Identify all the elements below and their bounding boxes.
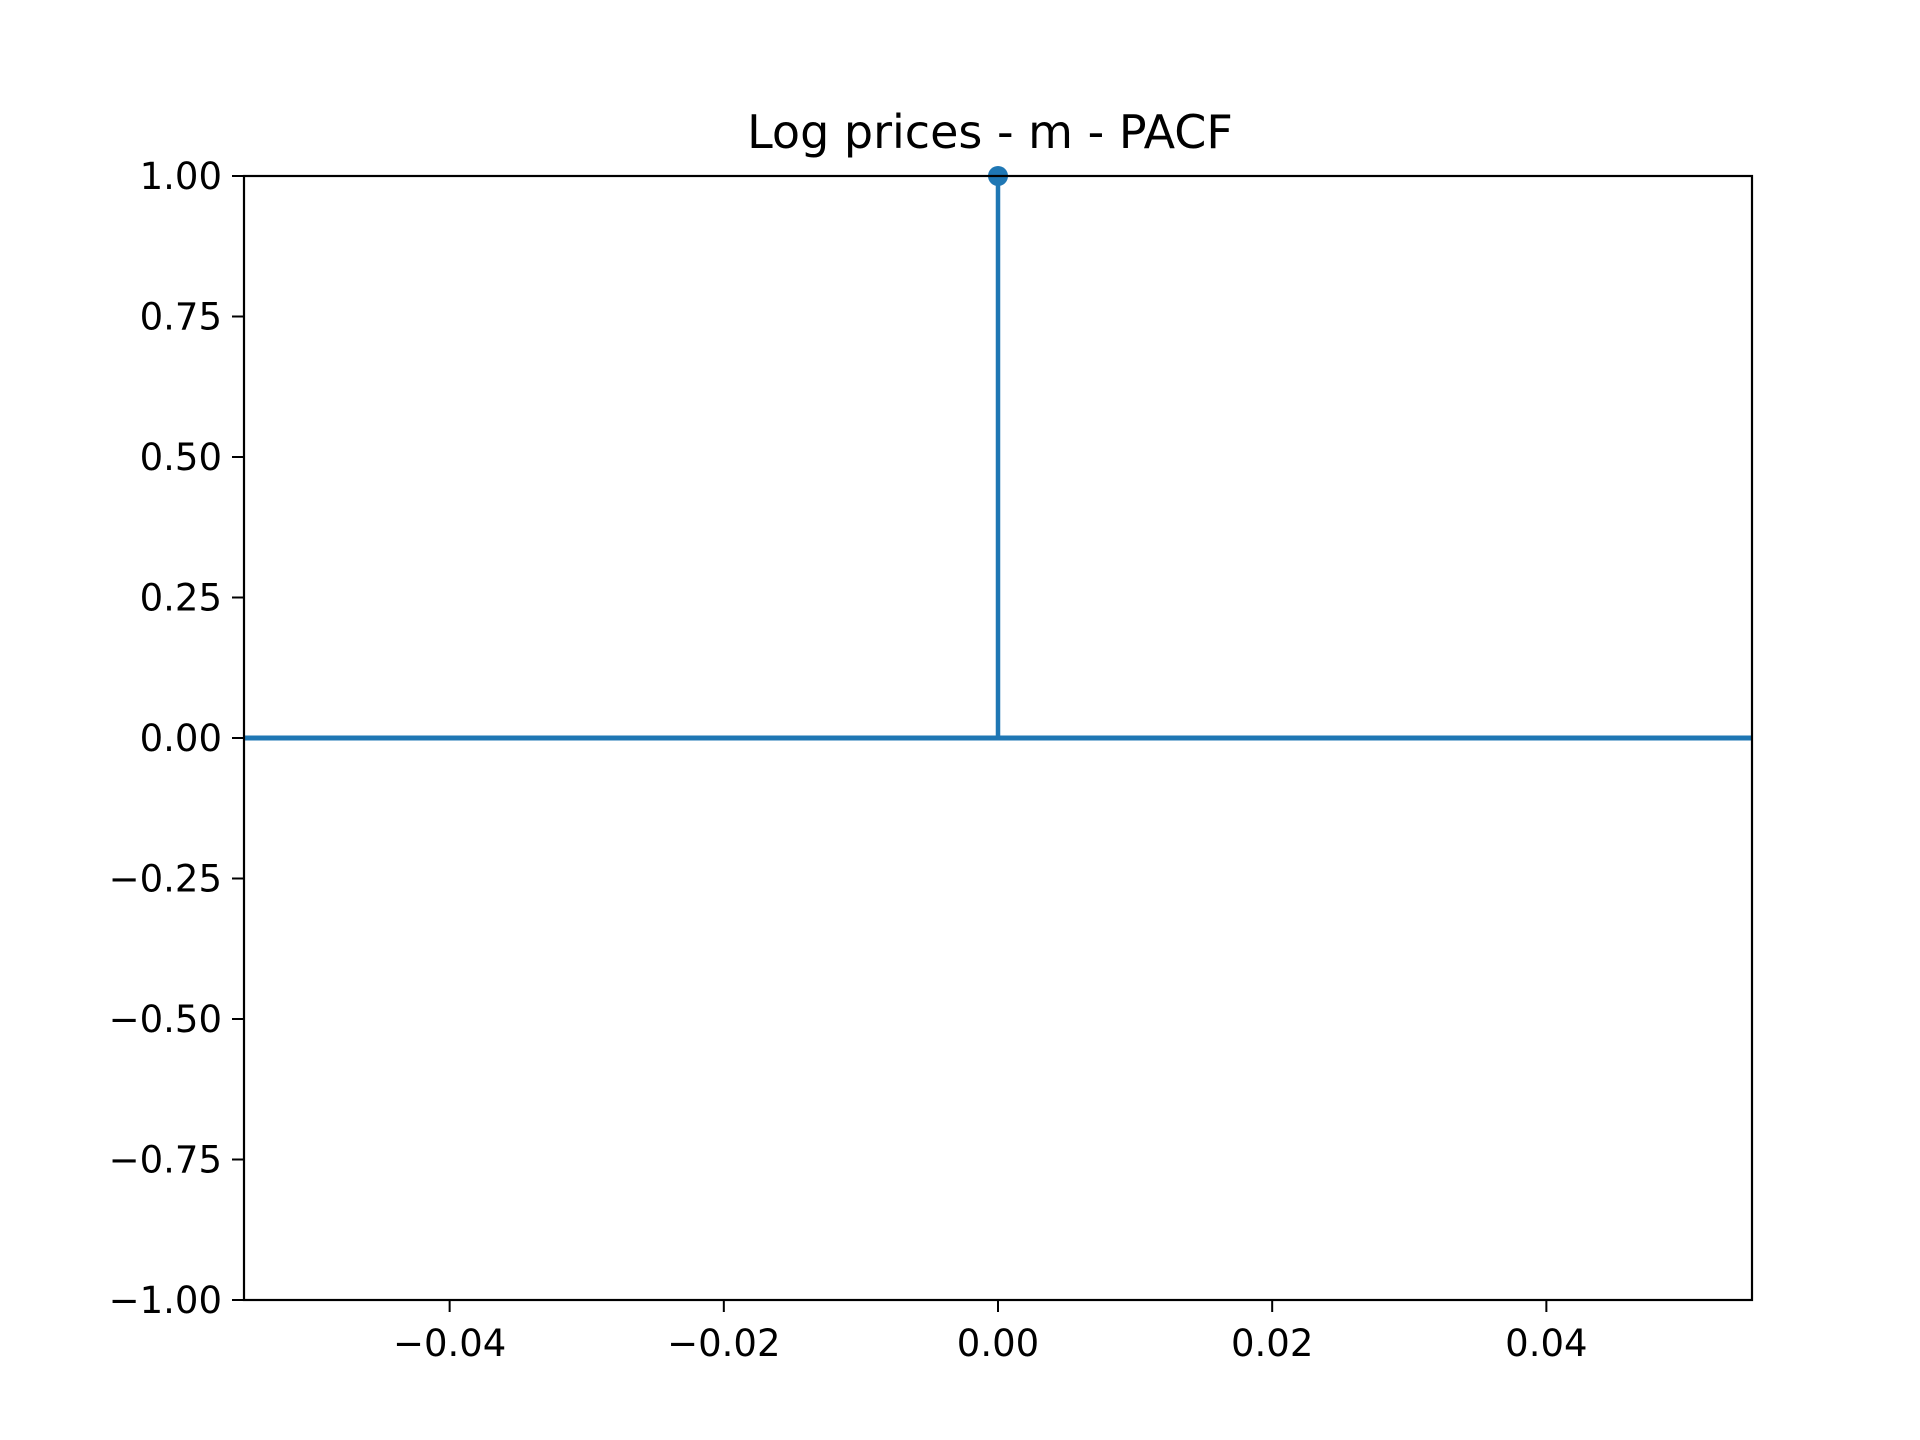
y-axis: −1.00 −0.75 −0.50 −0.25 0.00 0.25 0.50 0.75 1.00 [109,155,244,1322]
y-tick-label: 0.25 [140,577,222,620]
x-tick-label: −0.02 [667,1322,780,1365]
x-axis: −0.04 −0.02 0.00 0.02 0.04 [393,1300,1588,1365]
chart-title: Log prices - m - PACF [747,105,1233,159]
y-tick-label: −0.25 [109,858,222,901]
y-tick-label: −1.00 [109,1279,222,1322]
y-tick-label: −0.50 [109,998,222,1041]
y-tick-label: −0.75 [109,1139,222,1182]
y-tick-label: 1.00 [140,155,222,198]
y-tick-label: 0.00 [140,717,222,760]
y-tick-label: 0.50 [140,436,222,479]
y-tick-label: 0.75 [140,296,222,339]
x-tick-label: 0.02 [1231,1322,1313,1365]
x-tick-label: 0.00 [957,1322,1039,1365]
x-tick-label: −0.04 [393,1322,506,1365]
x-tick-label: 0.04 [1505,1322,1587,1365]
